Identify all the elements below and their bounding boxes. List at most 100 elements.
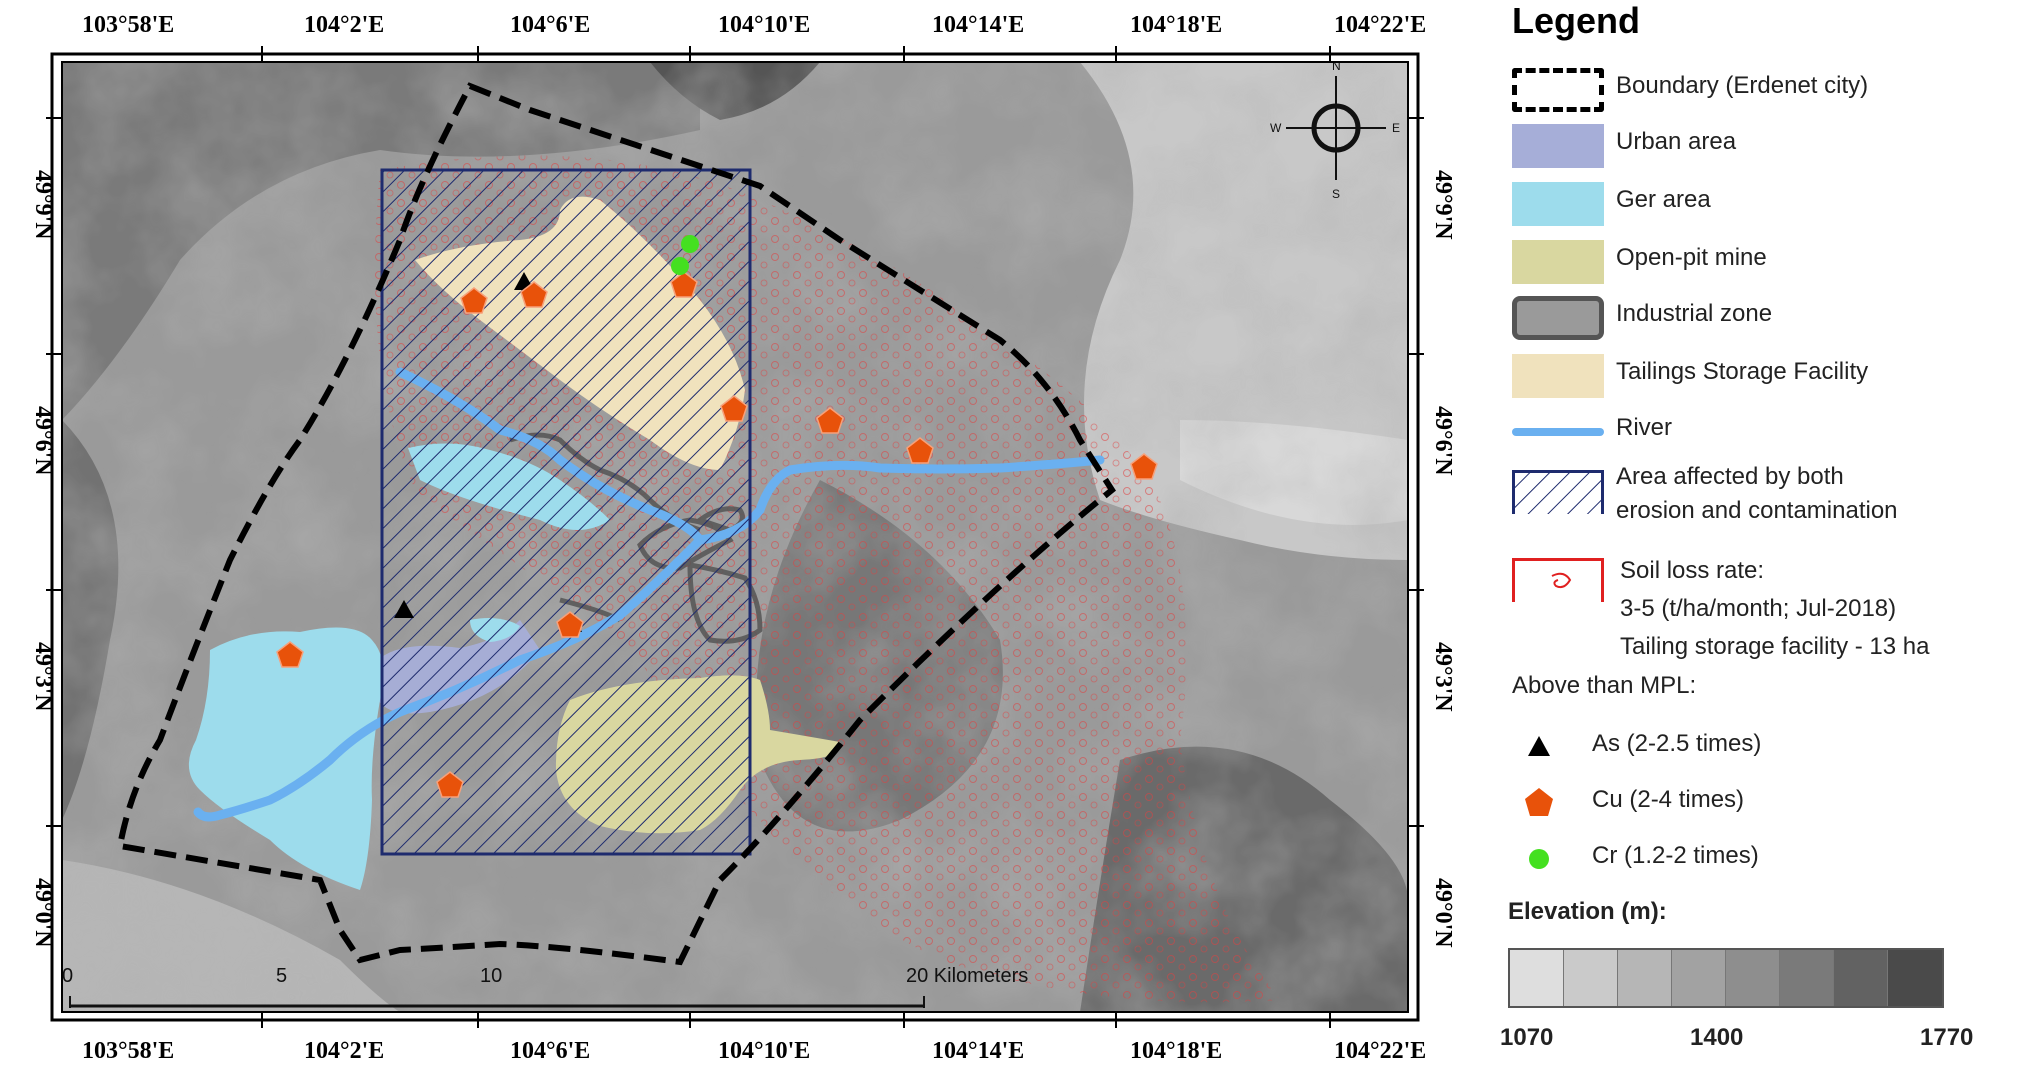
- lon-label: 103°58'E: [82, 12, 174, 38]
- elevation-title: Elevation (m):: [1508, 898, 1667, 925]
- cu-marker: [816, 407, 844, 434]
- cu-marker: [460, 287, 488, 314]
- lon-label: 104°2'E: [304, 1038, 384, 1064]
- legend-item-as: As (2-2.5 times): [1512, 722, 2030, 776]
- legend-item-soil-loss: Soil loss rate: 3-5 (t/ha/month; Jul-201…: [1512, 552, 2030, 662]
- cu-marker: [556, 611, 584, 638]
- river-swatch: [1512, 428, 1604, 436]
- legend-item-industrial: Industrial zone: [1512, 292, 2030, 346]
- legend-label: Soil loss rate: 3-5 (t/ha/month; Jul-201…: [1620, 552, 1930, 666]
- elevation-ramp: [1508, 948, 1944, 1008]
- legend-item-cr: Cr (1.2-2 times): [1512, 834, 2030, 888]
- legend-label: River: [1616, 414, 1673, 441]
- cu-marker: [276, 641, 304, 668]
- city-boundary: [116, 82, 1116, 966]
- as-marker: [394, 600, 414, 618]
- cu-pentagon-icon: [1525, 788, 1553, 816]
- affected-line1: Area affected by both: [1616, 463, 1844, 490]
- cr-dot-icon: [1529, 849, 1549, 869]
- boundary-swatch: [1512, 68, 1604, 112]
- elevation-mid: 1400: [1690, 1024, 1744, 1051]
- lat-label: 49°3'N: [1430, 642, 1456, 712]
- cu-marker: [906, 437, 934, 464]
- compass-n: N: [1332, 59, 1341, 73]
- lon-label: 104°6'E: [510, 12, 590, 38]
- legend-label: Ger area: [1616, 186, 1711, 213]
- legend-item-cu: Cu (2-4 times): [1512, 778, 2030, 832]
- legend-label: Tailings Storage Facility: [1616, 358, 1869, 385]
- soil-loss-line1: Soil loss rate:: [1620, 557, 1765, 584]
- compass-w: W: [1270, 121, 1282, 135]
- lon-label: 104°14'E: [932, 12, 1024, 38]
- lat-label: 49°3'N: [30, 642, 56, 712]
- legend-label: Boundary (Erdenet city): [1616, 72, 1869, 99]
- cr-markers: [671, 235, 699, 275]
- affected-swatch: [1512, 470, 1604, 514]
- elevation-ramp-cell: [1510, 950, 1564, 1006]
- soil-loss-line3: Tailing storage facility - 13 ha: [1620, 633, 1930, 660]
- cr-marker: [681, 235, 699, 253]
- cu-marker: [520, 281, 548, 308]
- compass-s: S: [1332, 187, 1340, 201]
- bottom-lon-labels: 103°58'E 104°2'E 104°6'E 104°10'E 104°14…: [82, 1038, 1426, 1064]
- legend-item-tailings: Tailings Storage Facility: [1512, 350, 2030, 404]
- legend-item-affected: Area affected by both erosion and contam…: [1512, 460, 2030, 530]
- lon-label: 104°6'E: [510, 1038, 590, 1064]
- lon-label: 103°58'E: [82, 1038, 174, 1064]
- north-arrow-icon: N S W E: [1270, 59, 1400, 201]
- elevation-ramp-cell: [1834, 950, 1888, 1006]
- lon-label: 104°22'E: [1334, 1038, 1426, 1064]
- compass-e: E: [1392, 121, 1400, 135]
- scale-tick-20: 20 Kilometers: [906, 965, 1028, 987]
- elevation-ramp-cell: [1888, 950, 1942, 1006]
- cu-marker: [436, 771, 464, 798]
- map-neatline: [61, 61, 1409, 1013]
- legend-item-river: River: [1512, 406, 2030, 460]
- lat-label: 49°0'N: [30, 878, 56, 948]
- scale-bar: 0 5 10 20 Kilometers: [62, 965, 1028, 1008]
- lon-label: 104°14'E: [932, 1038, 1024, 1064]
- legend-label: Area affected by both erosion and contam…: [1616, 460, 1898, 528]
- lon-label: 104°10'E: [718, 1038, 810, 1064]
- legend-item-boundary: Boundary (Erdenet city): [1512, 64, 2030, 118]
- ger-swatch: [1512, 182, 1604, 226]
- cu-markers: [276, 271, 1158, 798]
- legend-label: Industrial zone: [1616, 300, 1773, 327]
- as-triangle-icon: [1528, 736, 1550, 756]
- legend-label: As (2-2.5 times): [1592, 730, 1762, 757]
- map-body: N S W E 0 5 10 20 Kilometers: [62, 59, 1408, 1012]
- elevation-ramp-cell: [1564, 950, 1618, 1006]
- legend-label: Urban area: [1616, 128, 1737, 155]
- legend-label: Cu (2-4 times): [1592, 786, 1745, 813]
- scale-tick-10: 10: [480, 965, 502, 987]
- lon-label: 104°10'E: [718, 12, 810, 38]
- lat-label: 49°9'N: [1430, 170, 1456, 240]
- legend-item-mine: Open-pit mine: [1512, 236, 2030, 290]
- scale-tick-0: 0: [62, 965, 73, 987]
- elevation-ramp-cell: [1618, 950, 1672, 1006]
- elevation-min: 1070: [1500, 1024, 1554, 1051]
- lat-label: 49°6'N: [30, 406, 56, 476]
- mpl-header: Above than MPL:: [1512, 672, 1697, 699]
- lat-label: 49°9'N: [30, 170, 56, 240]
- lon-label: 104°2'E: [304, 12, 384, 38]
- top-lon-labels: 103°58'E 104°2'E 104°6'E 104°10'E 104°14…: [82, 12, 1426, 38]
- right-lat-labels: 49°9'N 49°6'N 49°3'N 49°0'N: [1430, 170, 1456, 948]
- lat-label: 49°0'N: [1430, 878, 1456, 948]
- cu-marker: [720, 395, 748, 422]
- legend-item-urban: Urban area: [1512, 120, 2030, 174]
- elevation-ramp-cell: [1780, 950, 1834, 1006]
- cu-marker: [1130, 453, 1158, 480]
- lon-label: 104°22'E: [1334, 12, 1426, 38]
- soil-loss-line2: 3-5 (t/ha/month; Jul-2018): [1620, 595, 1897, 622]
- elevation-max: 1770: [1920, 1024, 1974, 1051]
- ger-area-sw: [188, 627, 384, 890]
- legend-item-ger: Ger area: [1512, 178, 2030, 232]
- elevation-ramp-cell: [1726, 950, 1780, 1006]
- affected-area: [380, 168, 752, 856]
- left-lat-labels: 49°9'N 49°6'N 49°3'N 49°0'N: [30, 170, 56, 948]
- lon-label: 104°18'E: [1130, 1038, 1222, 1064]
- legend-panel: Legend Boundary (Erdenet city) Urban are…: [1500, 0, 2030, 1066]
- mine-swatch: [1512, 240, 1604, 284]
- legend-label: Cr (1.2-2 times): [1592, 842, 1759, 869]
